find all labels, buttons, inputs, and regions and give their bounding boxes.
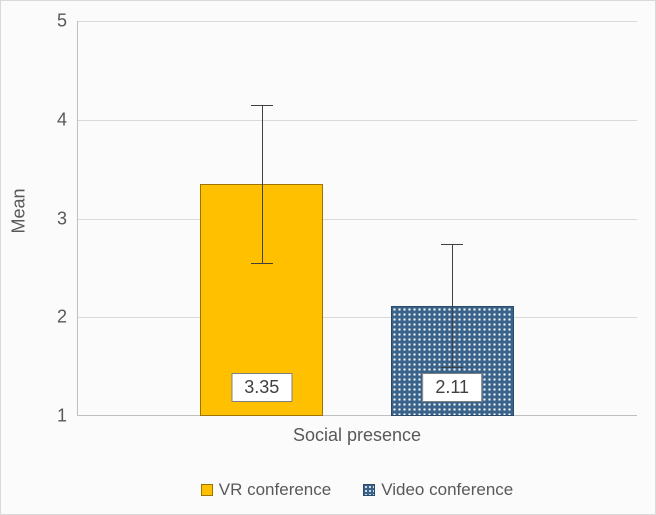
- value-label: 3.35: [231, 373, 292, 402]
- error-cap: [251, 263, 273, 264]
- plot-area: 123453.352.11: [77, 21, 637, 416]
- gridline: [78, 219, 637, 220]
- solid-swatch-icon: [201, 484, 213, 496]
- y-tick-label: 4: [57, 109, 77, 130]
- plot-background: [77, 21, 637, 416]
- gridline: [78, 120, 637, 121]
- error-bar: [452, 244, 453, 366]
- y-tick-label: 3: [57, 208, 77, 229]
- legend-item: VR conference: [201, 480, 331, 500]
- error-cap: [441, 367, 463, 368]
- error-cap: [251, 105, 273, 106]
- legend-label: VR conference: [219, 480, 331, 500]
- value-label: 2.11: [422, 373, 482, 402]
- y-tick-label: 5: [57, 11, 77, 32]
- x-axis-label: Social presence: [77, 425, 637, 446]
- legend-item: Video conference: [363, 480, 513, 500]
- y-tick-label: 1: [57, 406, 77, 427]
- chart-container: Mean 1 2 3 4 5 3.35 2.11 Social presence VR co…: [0, 0, 656, 515]
- error-cap: [441, 244, 463, 245]
- gridline: [78, 317, 637, 318]
- gridline: [78, 21, 637, 22]
- error-bar: [262, 105, 263, 263]
- legend: VR conference Video conference: [77, 480, 637, 500]
- dots-swatch-icon: [363, 484, 375, 496]
- y-tick-label: 2: [57, 307, 77, 328]
- legend-label: Video conference: [381, 480, 513, 500]
- y-axis-label: Mean: [9, 188, 30, 233]
